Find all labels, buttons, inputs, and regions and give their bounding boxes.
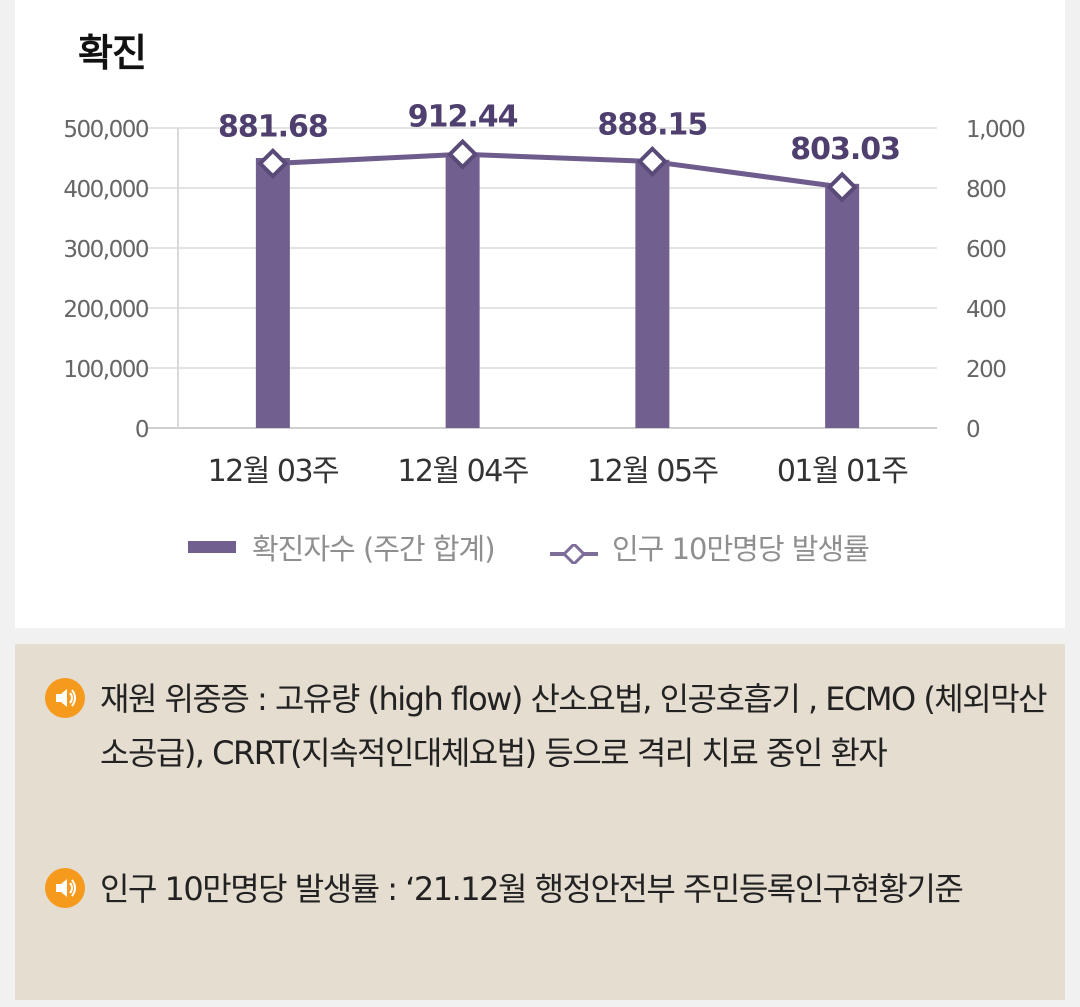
bar: [825, 183, 860, 428]
bar: [255, 158, 290, 428]
legend-item-bar: 확진자수 (주간 합계): [188, 525, 496, 569]
line-point: [257, 147, 289, 180]
legend-item-line: 인구 10만명당 발생률: [550, 525, 870, 569]
y-left-tick-label: 100,000: [63, 357, 148, 383]
data-label: 803.03: [790, 132, 900, 167]
notes-panel: 재원 위중증 : 고유량 (high flow) 산소요법, 인공호흡기 , E…: [15, 644, 1065, 1000]
y-left-tick-label: 300,000: [63, 237, 148, 263]
chart-card: 확진: [15, 0, 1065, 628]
series-line: [272, 151, 843, 190]
note-critical-patients: 재원 위중증 : 고유량 (high flow) 산소요법, 인공호흡기 , E…: [100, 680, 1048, 772]
note-incidence-rate: 인구 10만명당 발생률 : ‘21.12월 행정안전부 주민등록인구현황기준: [100, 870, 964, 908]
y-left-tick-label: 0: [135, 417, 149, 443]
legend-bar-swatch: [188, 541, 236, 553]
chart-legend: 확진자수 (주간 합계) 인구 10만명당 발생률: [0, 525, 1080, 569]
y-right-tick-label: 400: [966, 297, 1006, 323]
x-tick-label: 12월 05주: [587, 454, 718, 489]
y-left-tick-label: 400,000: [63, 177, 148, 203]
y-left-tick-label: 500,000: [63, 117, 148, 143]
legend-line-label: 인구 10만명당 발생률: [612, 532, 870, 566]
bar: [445, 155, 480, 428]
line-point: [636, 145, 668, 178]
data-label: 881.68: [218, 109, 328, 144]
y-right-tick-label: 200: [966, 357, 1006, 383]
y-right-tick-label: 800: [966, 177, 1006, 203]
y-right-tick-label: 600: [966, 237, 1006, 263]
x-tick-label: 12월 03주: [208, 454, 339, 489]
line-point: [447, 138, 479, 170]
x-tick-label: 12월 04주: [397, 454, 528, 489]
y-right-tick-label: 1,000: [966, 117, 1025, 143]
data-label: 888.15: [597, 108, 707, 143]
chart-title: 확진: [78, 31, 147, 75]
legend-line-swatch: [550, 537, 598, 567]
bar: [635, 159, 670, 429]
combo-chart: 0 100,000 200,000 300,000 400,000 500,000 0 20…: [63, 99, 1026, 489]
y-left-tick-label: 200,000: [63, 297, 148, 323]
speaker-icon: [45, 868, 85, 908]
data-label: 912.44: [408, 99, 518, 134]
y-right-tick-label: 0: [966, 417, 980, 443]
line-point: [826, 171, 858, 203]
speaker-icon: [45, 678, 85, 718]
legend-bar-label: 확진자수 (주간 합계): [252, 532, 496, 566]
x-tick-label: 01월 01주: [777, 454, 908, 489]
